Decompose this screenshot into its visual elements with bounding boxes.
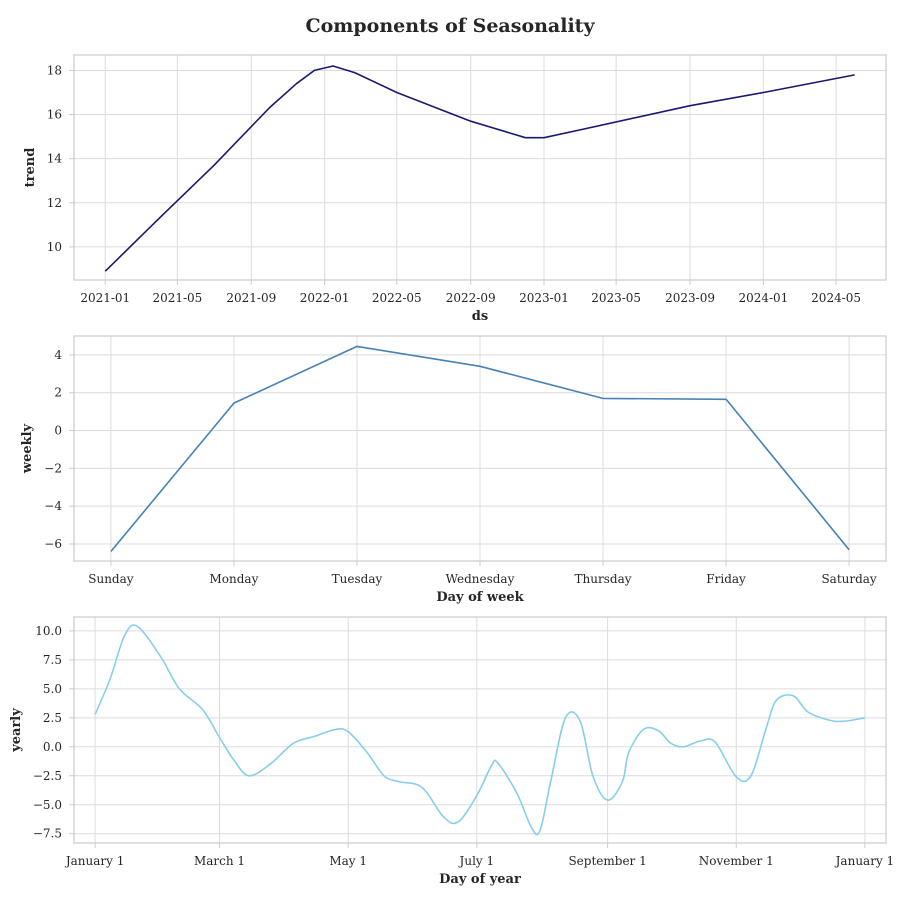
y-tick-label: 0.0 — [43, 740, 62, 754]
x-tick-label: 2024-01 — [738, 291, 788, 305]
x-tick-label: January 1 — [834, 854, 895, 868]
x-tick-label: January 1 — [64, 854, 125, 868]
weekly-ylabel: weekly — [20, 423, 35, 474]
y-tick-label: −6 — [44, 537, 62, 551]
x-tick-label: 2023-09 — [665, 291, 715, 305]
plot-frame — [73, 54, 887, 281]
yearly-ylabel: yearly — [9, 708, 24, 753]
y-tick-label: 2 — [54, 386, 62, 400]
x-tick-label: 2023-01 — [519, 291, 569, 305]
y-tick-label: 5.0 — [43, 682, 62, 696]
y-tick-label: 16 — [47, 108, 62, 122]
x-tick-label: November 1 — [699, 854, 774, 868]
x-tick-label: 2022-01 — [300, 291, 350, 305]
plot-frame — [73, 616, 887, 844]
x-tick-label: 2024-05 — [811, 291, 861, 305]
y-tick-label: 10.0 — [35, 624, 62, 638]
y-tick-label: 0 — [54, 424, 62, 438]
trend-line — [104, 65, 855, 272]
x-tick-label: September 1 — [568, 854, 646, 868]
y-tick-label: 7.5 — [43, 653, 62, 667]
x-tick-label: Sunday — [88, 572, 134, 586]
x-tick-label: 2022-05 — [372, 291, 422, 305]
x-tick-label: July 1 — [458, 854, 495, 868]
trend-panel: 2021-01 2021-05 2021-09 2022-01 2022-05 2022-… — [23, 54, 887, 324]
x-tick-label: Thursday — [575, 572, 632, 586]
day-of-year-xlabel: Day of year — [439, 872, 521, 887]
day-of-week-xlabel: Day of week — [436, 590, 524, 605]
x-tick-label: 2022-09 — [446, 291, 496, 305]
y-tick-label: −2 — [44, 461, 62, 475]
y-tick-label: −5.0 — [33, 798, 62, 812]
trend-ylabel: trend — [23, 148, 38, 188]
yearly-panel: January 1 March 1 May 1 July 1 September 1 No… — [9, 616, 895, 887]
y-tick-label: −7.5 — [33, 827, 62, 841]
x-tick-label: 2023-05 — [591, 291, 641, 305]
x-tick-label: 2021-01 — [80, 291, 130, 305]
x-tick-label: May 1 — [329, 854, 367, 868]
y-tick-label: 14 — [47, 152, 63, 166]
x-tick-label: Wednesday — [446, 572, 515, 586]
x-tick-label: Monday — [210, 572, 259, 586]
weekly-panel: Sunday Monday Tuesday Wednesday Thursday Frid… — [20, 335, 887, 605]
y-tick-label: 4 — [54, 348, 62, 362]
figure-title: Components of Seasonality — [306, 15, 596, 37]
y-tick-label: 10 — [47, 240, 62, 254]
y-tick-label: −4 — [44, 499, 62, 513]
y-tick-label: 18 — [47, 63, 62, 77]
x-tick-label: March 1 — [194, 854, 245, 868]
x-tick-label: Tuesday — [332, 572, 383, 586]
weekly-line — [110, 345, 850, 553]
x-tick-label: Friday — [706, 572, 746, 586]
yearly-line — [94, 624, 866, 836]
x-tick-label: Saturday — [821, 572, 876, 586]
x-tick-label: 2021-05 — [152, 291, 202, 305]
y-tick-label: −2.5 — [33, 769, 62, 783]
ds-xlabel: ds — [472, 309, 488, 324]
y-tick-label: 2.5 — [43, 711, 62, 725]
y-tick-label: 12 — [47, 196, 62, 210]
x-tick-label: 2021-09 — [226, 291, 276, 305]
